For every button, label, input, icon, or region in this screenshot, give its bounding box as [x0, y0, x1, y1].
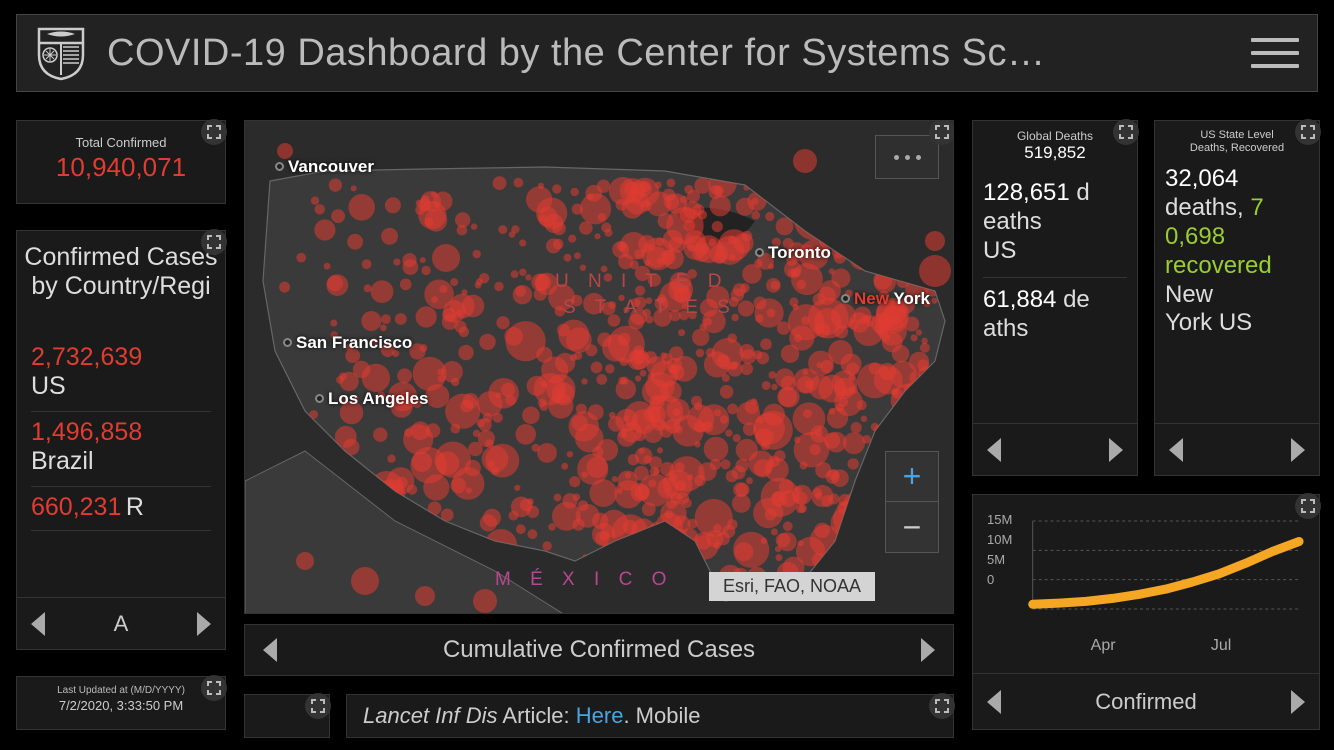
- country-label-us1: U N I T E D: [555, 271, 728, 293]
- expand-icon[interactable]: [1295, 119, 1321, 145]
- next-arrow-icon[interactable]: [1109, 438, 1123, 462]
- city-label: San Francisco: [283, 333, 412, 353]
- lancet-link[interactable]: Here: [576, 703, 624, 728]
- state-entry[interactable]: 32,064deaths, 70,698recoveredNewYork US: [1155, 155, 1319, 338]
- deaths-nav: [973, 423, 1137, 475]
- header-bar: COVID-19 Dashboard by the Center for Sys…: [16, 14, 1318, 92]
- country-item[interactable]: 660,231 R: [31, 487, 211, 531]
- chart-x-ticks: Apr Jul: [973, 637, 1319, 655]
- expand-icon[interactable]: [1113, 119, 1139, 145]
- state-level-panel: US State LevelDeaths, Recovered 32,064de…: [1154, 120, 1320, 476]
- zoom-out-button[interactable]: −: [886, 502, 938, 552]
- prev-arrow-icon[interactable]: [1169, 438, 1183, 462]
- expand-icon[interactable]: [201, 229, 227, 255]
- next-arrow-icon[interactable]: [1291, 438, 1305, 462]
- cases-by-country-panel: Confirmed Cases by Country/Regi 2,732,63…: [16, 230, 226, 650]
- total-confirmed-value: 10,940,071: [17, 152, 225, 183]
- next-arrow-icon[interactable]: [921, 638, 935, 662]
- expand-icon[interactable]: [929, 120, 954, 145]
- chart-nav-label: Confirmed: [1095, 689, 1196, 715]
- country-label-mexico: M É X I C O: [495, 569, 673, 591]
- city-label: Toronto: [755, 243, 831, 263]
- cases-by-country-heading: Confirmed Cases by Country/Regi: [17, 243, 225, 337]
- map-options-icon[interactable]: [875, 135, 939, 179]
- prev-arrow-icon[interactable]: [263, 638, 277, 662]
- deaths-entry[interactable]: 61,884 deaths: [983, 278, 1127, 370]
- deaths-entry[interactable]: 128,651 deathsUS: [983, 171, 1127, 278]
- last-updated-value: 7/2/2020, 3:33:50 PM: [17, 698, 225, 713]
- next-arrow-icon[interactable]: [1291, 690, 1305, 714]
- dashboard-title: COVID-19 Dashboard by the Center for Sys…: [107, 32, 1251, 75]
- state-nav: [1155, 423, 1319, 475]
- prev-arrow-icon[interactable]: [987, 438, 1001, 462]
- map-panel[interactable]: Vancouver Toronto New York San Francisco Los…: [244, 120, 954, 614]
- lancet-text: Lancet Inf Dis Article: Here. Mobile: [363, 703, 701, 729]
- lancet-stub-panel: [244, 694, 330, 738]
- last-updated-panel: Last Updated at (M/D/YYYY) 7/2/2020, 3:3…: [16, 676, 226, 730]
- country-item[interactable]: 1,496,858 Brazil: [31, 412, 211, 487]
- city-label: New York: [841, 289, 930, 309]
- country-label-us2: S T A T E S: [563, 297, 737, 319]
- chart-panel: 15M 10M 5M 0 Apr Jul Confirmed: [972, 494, 1320, 730]
- global-deaths-panel: Global Deaths 519,852 128,651 deathsUS 6…: [972, 120, 1138, 476]
- zoom-in-button[interactable]: +: [886, 452, 938, 502]
- city-label: Vancouver: [275, 157, 374, 177]
- expand-icon[interactable]: [201, 675, 227, 701]
- expand-icon[interactable]: [929, 693, 955, 719]
- chart-nav: Confirmed: [973, 673, 1319, 729]
- map-caption-bar: Cumulative Confirmed Cases: [244, 624, 954, 676]
- hamburger-menu-icon[interactable]: [1251, 29, 1299, 77]
- last-updated-label: Last Updated at (M/D/YYYY): [17, 685, 225, 696]
- map-caption: Cumulative Confirmed Cases: [443, 636, 755, 664]
- city-label: Los Angeles: [315, 389, 428, 409]
- map-svg: [245, 121, 954, 614]
- chart-plot: [983, 513, 1309, 637]
- expand-icon[interactable]: [1295, 493, 1321, 519]
- country-nav-label: A: [114, 611, 129, 637]
- prev-arrow-icon[interactable]: [31, 612, 45, 636]
- next-arrow-icon[interactable]: [197, 612, 211, 636]
- expand-icon[interactable]: [201, 119, 227, 145]
- zoom-controls: + −: [885, 451, 939, 553]
- jhu-shield-logo: [33, 25, 89, 81]
- country-list: 2,732,639 US 1,496,858 Brazil 660,231 R: [17, 337, 225, 531]
- global-deaths-value: 519,852: [973, 143, 1137, 163]
- prev-arrow-icon[interactable]: [987, 690, 1001, 714]
- lancet-article-panel: Lancet Inf Dis Article: Here. Mobile: [346, 694, 954, 738]
- country-item[interactable]: 2,732,639 US: [31, 337, 211, 412]
- map-attribution: Esri, FAO, NOAA: [709, 572, 875, 601]
- country-nav: A: [17, 597, 225, 649]
- total-confirmed-label: Total Confirmed: [17, 135, 225, 150]
- total-confirmed-panel: Total Confirmed 10,940,071: [16, 120, 226, 204]
- expand-icon[interactable]: [305, 693, 331, 719]
